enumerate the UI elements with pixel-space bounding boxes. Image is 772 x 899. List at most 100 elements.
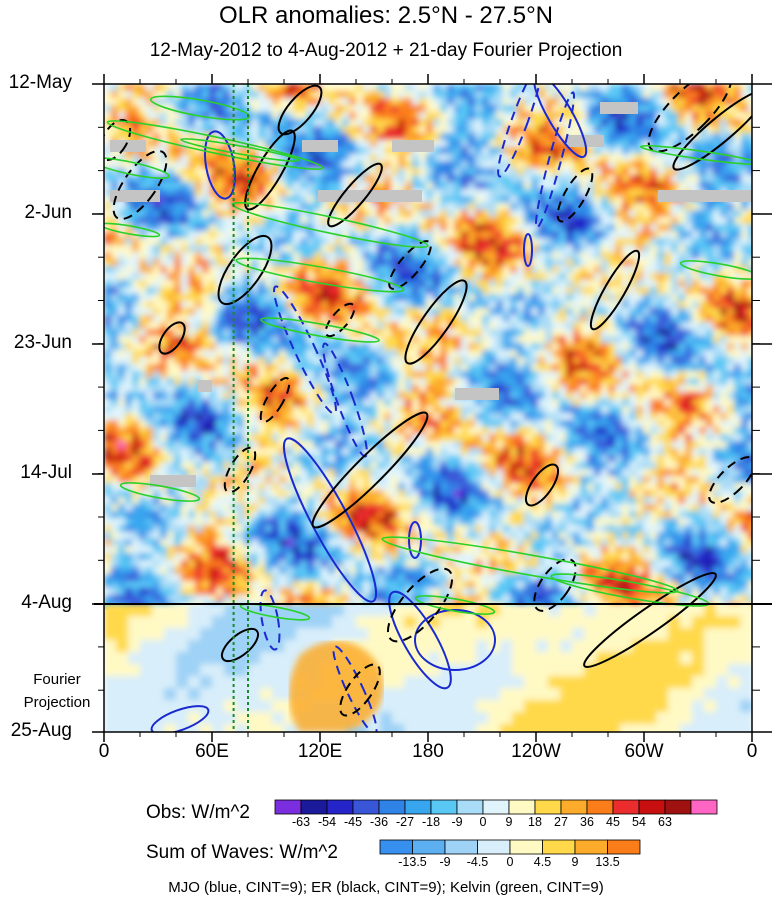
y-tick-label: 4-Aug bbox=[21, 592, 72, 613]
obs-colorbar bbox=[274, 799, 718, 815]
wave-contour bbox=[277, 84, 323, 136]
colorbar-swatch bbox=[430, 799, 458, 815]
projection-label-line2: Projection bbox=[23, 694, 91, 711]
wave-contour bbox=[239, 603, 311, 621]
wave-contour bbox=[589, 249, 641, 331]
wave-contour bbox=[388, 590, 452, 690]
colorbar-label: -27 bbox=[395, 815, 415, 829]
wave-contour bbox=[524, 463, 560, 507]
wave-contour bbox=[388, 240, 432, 290]
colorbar-swatch bbox=[542, 839, 576, 855]
colorbar-swatch bbox=[379, 839, 413, 855]
wave-contour bbox=[583, 572, 717, 668]
colorbar-label: 0 bbox=[506, 855, 514, 869]
wave-contour bbox=[534, 91, 576, 229]
wave-contour bbox=[679, 260, 752, 280]
colorbar-label: 45 bbox=[606, 815, 620, 829]
colorbar-swatch bbox=[352, 799, 380, 815]
colorbar-label: 0 bbox=[479, 815, 487, 829]
wave-contour bbox=[533, 558, 577, 612]
wave-contour bbox=[327, 162, 383, 228]
wave-contour bbox=[672, 89, 752, 171]
x-tick-label: 120E bbox=[297, 741, 343, 762]
wave-contour bbox=[217, 234, 273, 306]
chart-subtitle: 12-May-2012 to 4-Aug-2012 + 21-day Fouri… bbox=[149, 40, 623, 61]
wave-contour bbox=[158, 321, 186, 355]
colorbar-label: 18 bbox=[528, 815, 542, 829]
wave-contour bbox=[244, 129, 296, 211]
colorbar-label: 36 bbox=[580, 815, 594, 829]
x-tick-label: 180 bbox=[412, 741, 444, 762]
colorbar-swatch bbox=[690, 799, 718, 815]
wave-contour bbox=[414, 609, 496, 671]
colorbar-swatch bbox=[612, 799, 640, 815]
wave-contour bbox=[112, 149, 168, 221]
colorbar-swatch bbox=[477, 839, 511, 855]
wave-contour bbox=[106, 120, 324, 170]
colorbar-label: -9 bbox=[439, 855, 451, 869]
colorbar-swatch bbox=[482, 799, 510, 815]
wave-contour bbox=[231, 201, 429, 249]
y-tick-label: 23-Jun bbox=[13, 332, 72, 353]
colorbar-swatch bbox=[509, 839, 543, 855]
colorbar-label: -4.5 bbox=[466, 855, 489, 869]
colorbar-label: 27 bbox=[554, 815, 568, 829]
plot-frame bbox=[92, 74, 772, 742]
wave-contour bbox=[414, 595, 496, 615]
colorbar-swatch bbox=[404, 799, 432, 815]
wave-contour bbox=[647, 84, 733, 153]
wave-contour bbox=[180, 138, 300, 162]
colorbar-swatch bbox=[638, 799, 666, 815]
colorbar-swatch bbox=[456, 799, 484, 815]
colorbar-swatch bbox=[664, 799, 692, 815]
projection-label-line1: Fourier bbox=[33, 671, 81, 688]
colorbar-label: -63 bbox=[291, 815, 311, 829]
chart-footer: MJO (blue, CINT=9); ER (black, CINT=9); … bbox=[168, 879, 604, 896]
obs-colorbar-title: Obs: W/m^2 bbox=[146, 802, 250, 823]
wave-contour bbox=[259, 376, 291, 424]
projection-field bbox=[104, 604, 752, 732]
waves-colorbar bbox=[379, 839, 641, 855]
observed-field bbox=[104, 84, 752, 610]
x-tick-label: 60W bbox=[624, 741, 664, 762]
wave-contour bbox=[322, 342, 368, 458]
colorbar-swatch bbox=[534, 799, 562, 815]
wave-contour bbox=[324, 302, 356, 338]
wave-contour bbox=[119, 482, 201, 502]
wave-contour bbox=[273, 285, 337, 415]
wave-contour bbox=[532, 84, 588, 158]
y-tick-label: 2-Jun bbox=[24, 202, 72, 223]
wave-contour bbox=[104, 157, 170, 179]
waves-colorbar-title: Sum of Waves: W/m^2 bbox=[146, 842, 338, 863]
colorbar-swatch bbox=[508, 799, 536, 815]
colorbar-label: -36 bbox=[369, 815, 389, 829]
colorbar-label: -13.5 bbox=[398, 855, 427, 869]
y-tick-label: 14-Jul bbox=[20, 462, 72, 483]
wave-contour bbox=[104, 222, 161, 238]
wave-contour bbox=[235, 257, 405, 293]
colorbar-label: 54 bbox=[632, 815, 646, 829]
wave-contour bbox=[259, 589, 281, 651]
wave-contour bbox=[260, 317, 380, 343]
wave-contours bbox=[104, 84, 752, 732]
wave-contour bbox=[386, 567, 454, 643]
x-tick-label: 60E bbox=[195, 741, 229, 762]
colorbar-label: -45 bbox=[343, 815, 363, 829]
colorbar-swatch bbox=[378, 799, 406, 815]
colorbar-label: 4.5 bbox=[533, 855, 552, 869]
colorbar-label: -18 bbox=[421, 815, 441, 829]
wave-contour bbox=[311, 411, 429, 529]
wave-contour bbox=[150, 705, 210, 732]
colorbar-swatch bbox=[607, 839, 641, 855]
colorbar-swatch bbox=[300, 799, 328, 815]
olr-anomaly-field bbox=[104, 84, 752, 732]
colorbar-label: 63 bbox=[658, 815, 672, 829]
y-tick-label: 12-May bbox=[8, 72, 72, 93]
y-tick-label: 25-Aug bbox=[10, 720, 72, 741]
wave-contour bbox=[523, 233, 533, 267]
colorbar-label: -54 bbox=[317, 815, 337, 829]
wave-contour bbox=[339, 663, 381, 717]
wave-contour bbox=[497, 84, 543, 178]
colorbar-swatch bbox=[412, 839, 446, 855]
